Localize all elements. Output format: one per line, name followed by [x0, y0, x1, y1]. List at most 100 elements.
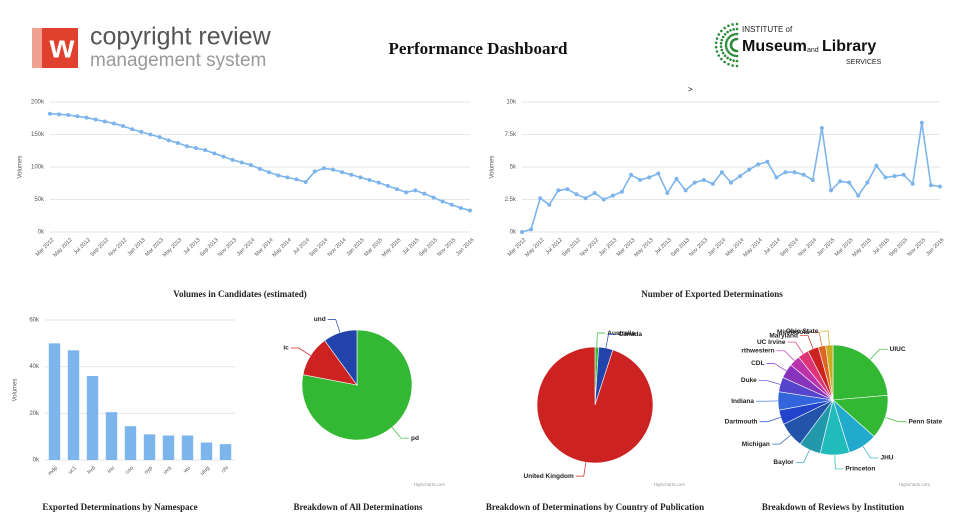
logo-line: copyright review — [90, 23, 272, 51]
chart-title: Breakdown of Determinations by Country o… — [486, 502, 704, 512]
dot — [726, 56, 729, 60]
point — [638, 178, 643, 182]
point — [629, 172, 634, 177]
dot — [733, 32, 737, 36]
point — [647, 175, 652, 180]
leader-line — [811, 332, 823, 347]
dot — [727, 51, 731, 54]
point — [331, 167, 336, 172]
x-tick-label: uva — [162, 465, 173, 476]
y-tick-label: 60k — [29, 318, 40, 324]
point — [468, 208, 472, 213]
x-tick-label: Sep 2015 — [888, 237, 909, 258]
dot — [735, 54, 739, 58]
dot — [727, 24, 730, 28]
point — [938, 184, 942, 189]
bar — [219, 444, 232, 460]
x-tick-label: hvd — [86, 465, 97, 476]
point — [819, 126, 824, 130]
leader-line — [766, 363, 787, 372]
slice-label: Baylor — [773, 459, 794, 466]
x-tick-label: uiug — [199, 465, 211, 477]
point — [157, 135, 162, 140]
x-tick-label: Sep 2012 — [561, 237, 582, 258]
slice-label: pd — [411, 435, 419, 442]
point — [556, 188, 561, 193]
dot — [723, 26, 726, 30]
point — [394, 187, 399, 192]
pie-slice — [536, 346, 654, 464]
point — [583, 196, 588, 201]
point — [367, 178, 372, 182]
slice-label: Dartmouth — [725, 418, 758, 425]
dot — [732, 59, 735, 62]
partner-text: and — [807, 47, 819, 54]
point — [601, 197, 606, 202]
slice-label: Princeton — [845, 466, 875, 473]
point — [267, 170, 272, 175]
dot — [729, 58, 732, 61]
point — [385, 183, 390, 188]
point — [303, 179, 308, 184]
leader-line — [862, 445, 879, 459]
point — [440, 199, 445, 204]
leader-line — [820, 330, 830, 346]
partner-icon — [714, 22, 739, 68]
dot — [735, 27, 739, 31]
point — [565, 187, 570, 192]
slice-label: UIUC — [890, 346, 906, 353]
slice-label: ic — [283, 345, 289, 352]
line — [49, 112, 471, 212]
point — [404, 190, 409, 195]
slice-label: CDL — [751, 360, 764, 367]
dot — [731, 53, 734, 57]
y-tick-label: 7.5k — [505, 132, 517, 138]
leader-line — [327, 319, 341, 333]
leader-line — [759, 417, 781, 423]
x-tick-label: Nov 2015 — [906, 237, 927, 258]
point — [212, 151, 217, 156]
bar — [200, 442, 213, 460]
y-tick-label: 100k — [31, 165, 45, 171]
point — [928, 183, 933, 188]
dot — [726, 38, 729, 41]
leader-line — [834, 454, 844, 470]
point — [792, 170, 797, 175]
dot — [733, 54, 737, 58]
point — [520, 230, 524, 234]
bar — [143, 434, 156, 460]
point — [75, 114, 80, 119]
point — [294, 177, 299, 182]
slice-label: Indiana — [731, 398, 754, 405]
dot — [729, 34, 732, 38]
slice-label: rthwestern — [741, 348, 774, 355]
x-tick-label: May 2013 — [162, 237, 183, 258]
point — [919, 120, 924, 125]
point — [203, 148, 208, 153]
dot — [731, 23, 734, 26]
point — [828, 188, 833, 193]
point — [547, 202, 552, 207]
credit: Highcharts.com — [414, 482, 446, 487]
point — [121, 124, 126, 129]
point — [838, 179, 843, 184]
leader-line — [799, 335, 814, 349]
y-tick-label: 40k — [29, 364, 40, 370]
leader-line — [776, 350, 795, 362]
y-tick-label: 5k — [510, 165, 517, 171]
slice-label: Ohio State — [786, 328, 819, 335]
dot — [727, 62, 730, 66]
y-tick-label: 10k — [506, 100, 517, 106]
point — [431, 195, 436, 200]
dot — [726, 30, 729, 34]
point — [810, 178, 815, 182]
chart-title: Number of Exported Determinations — [641, 289, 783, 299]
x-tick-label: wu — [182, 465, 192, 475]
slice-label: Minnesota — [777, 329, 810, 336]
point — [458, 205, 463, 210]
point — [248, 163, 253, 168]
point — [93, 117, 98, 122]
x-tick-label: May 2015 — [851, 237, 872, 258]
dot — [723, 32, 727, 36]
point — [130, 127, 135, 132]
